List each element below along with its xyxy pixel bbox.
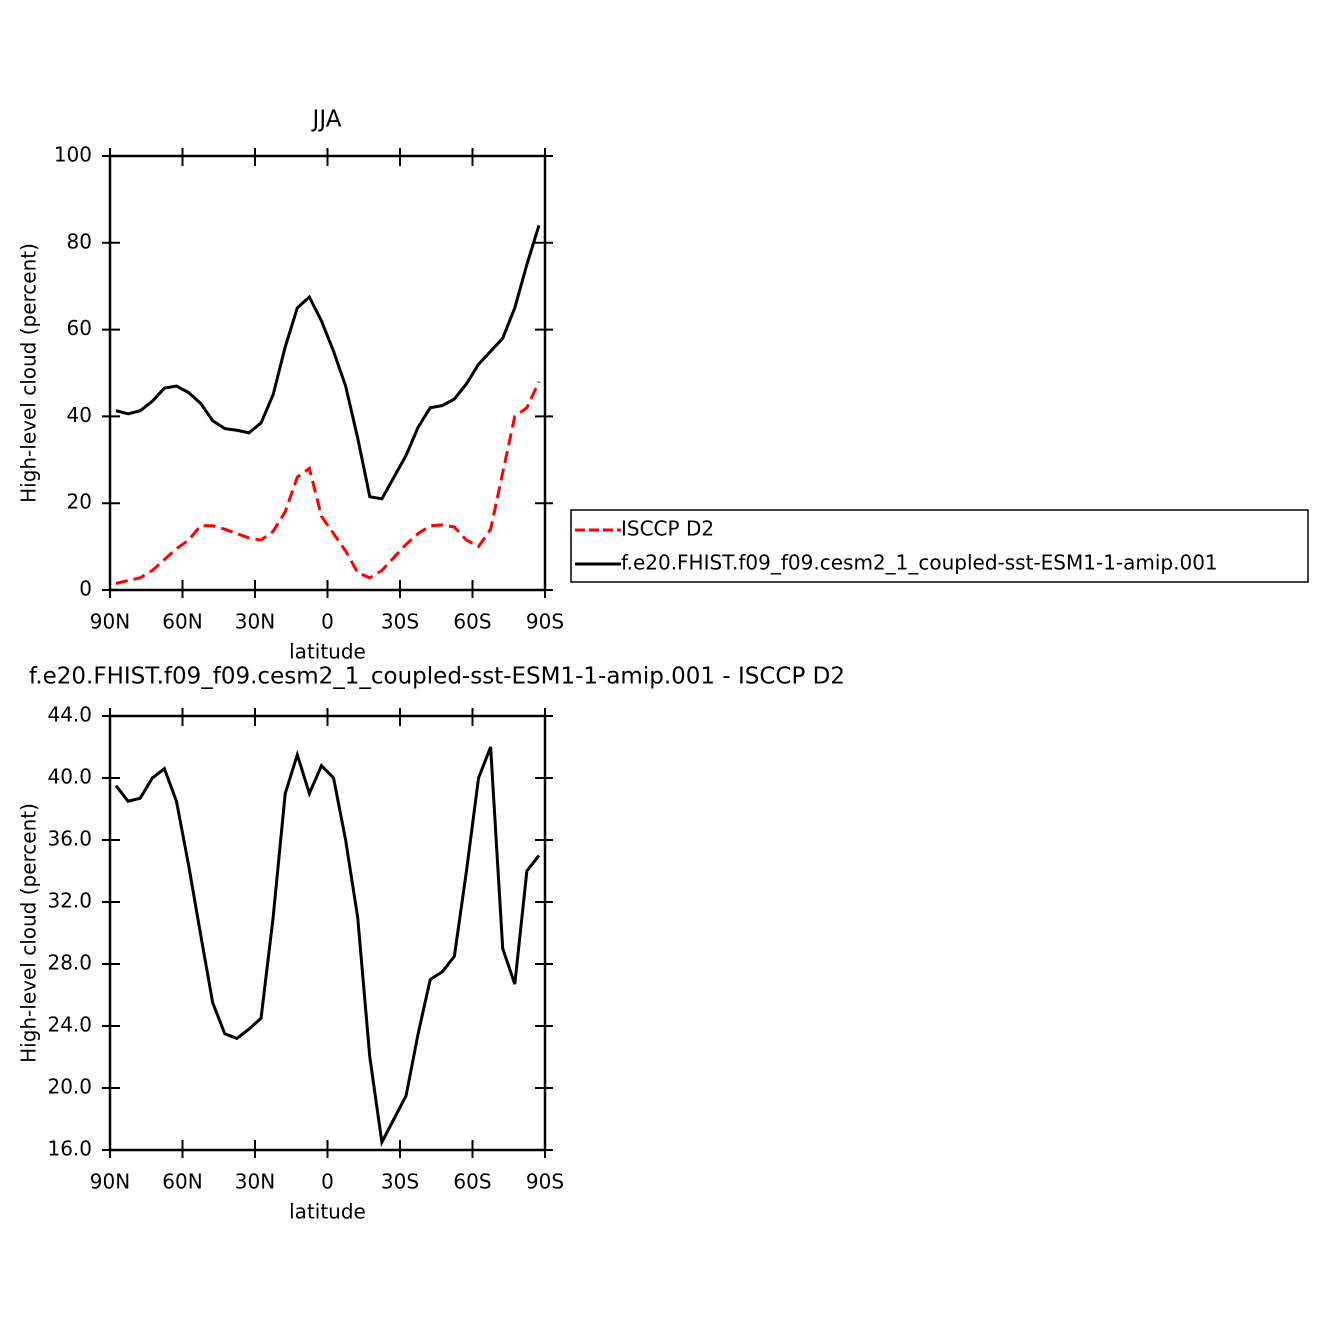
series-line (115, 224, 541, 501)
plot-frame (108, 714, 547, 1152)
x-tick-label: 90S (526, 1170, 564, 1194)
series-line (114, 746, 541, 1148)
x-tick-label: 60N (162, 1170, 202, 1194)
chart-title: f.e20.FHIST.f09_f09.cesm2_1_coupled-sst-… (29, 664, 845, 690)
y-tick-label: 80 (67, 229, 92, 253)
series-line (115, 381, 541, 585)
y-tick-label: 100 (54, 143, 92, 167)
y-tick-label: 20.0 (47, 1075, 92, 1099)
chart-title: JJA (311, 107, 342, 133)
y-tick-label: 40 (67, 403, 92, 427)
x-tick-label: 0 (321, 610, 334, 634)
legend-label: f.e20.FHIST.f09_f09.cesm2_1_coupled-sst-… (621, 551, 1218, 575)
y-tick-label: 40.0 (47, 765, 92, 789)
y-tick-label: 60 (67, 316, 92, 340)
y-tick-label: 16.0 (47, 1137, 92, 1161)
x-tick-label: 60S (453, 1170, 491, 1194)
legend-label: ISCCP D2 (621, 517, 714, 541)
y-tick-label: 24.0 (47, 1013, 92, 1037)
x-tick-label: 60S (453, 610, 491, 634)
x-tick-label: 90N (90, 610, 130, 634)
x-tick-label: 30N (235, 1170, 275, 1194)
y-tick-label: 36.0 (47, 827, 92, 851)
x-axis-label: latitude (289, 1200, 366, 1224)
y-tick-label: 28.0 (47, 951, 92, 975)
x-tick-label: 90S (526, 610, 564, 634)
y-axis-label: High-level cloud (percent) (17, 243, 41, 503)
x-tick-label: 30N (235, 610, 275, 634)
y-tick-label: 20 (67, 490, 92, 514)
x-tick-label: 0 (321, 1170, 334, 1194)
y-axis-label: High-level cloud (percent) (17, 803, 41, 1063)
x-tick-label: 30S (381, 610, 419, 634)
y-tick-label: 32.0 (47, 889, 92, 913)
y-tick-label: 0 (79, 577, 92, 601)
x-tick-label: 90N (90, 1170, 130, 1194)
y-tick-label: 44.0 (47, 703, 92, 727)
x-tick-label: 60N (162, 610, 202, 634)
legend-box (570, 509, 1309, 583)
x-tick-label: 30S (381, 1170, 419, 1194)
x-axis-label: latitude (289, 640, 366, 664)
